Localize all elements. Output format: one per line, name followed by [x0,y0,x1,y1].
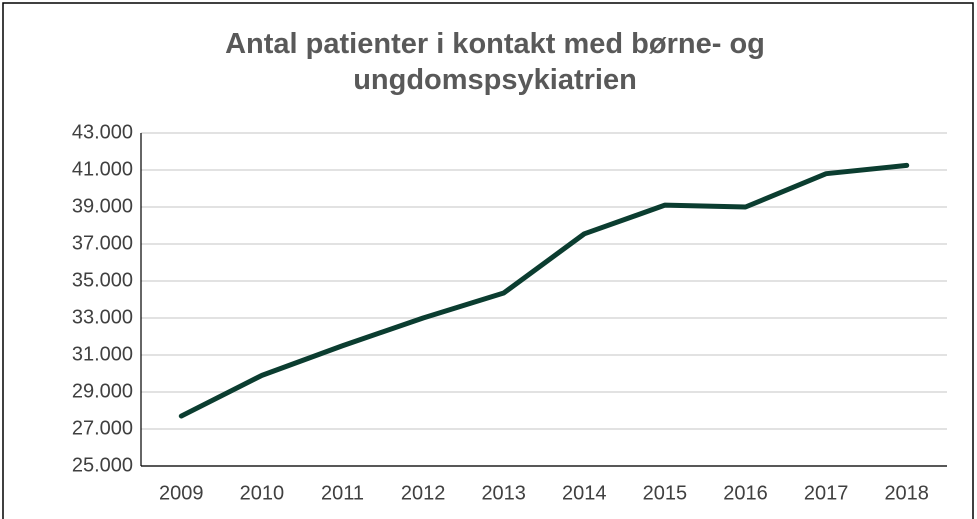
y-tick-label: 39.000 [72,195,133,217]
x-tick-label: 2014 [562,482,607,504]
y-tick-label: 41.000 [72,158,133,180]
y-tick-label: 27.000 [72,417,133,439]
y-tick-label: 43.000 [72,121,133,143]
x-tick-label: 2010 [240,482,285,504]
x-tick-label: 2015 [643,482,688,504]
x-tick-label: 2018 [884,482,929,504]
x-tick-label: 2016 [723,482,768,504]
y-tick-label: 31.000 [72,343,133,365]
x-tick-label: 2009 [159,482,204,504]
x-tick-label: 2012 [401,482,446,504]
y-tick-label: 33.000 [72,306,133,328]
x-tick-label: 2011 [321,482,364,504]
line [178,162,910,419]
y-tick-label: 29.000 [72,380,133,402]
x-tick-label: 2013 [481,482,526,504]
y-tick-label: 35.000 [72,269,133,291]
chart-title: Antal patienter i kontakt med børne- og … [225,28,765,96]
x-tick-label: 2017 [804,482,849,504]
y-tick-label: 37.000 [72,232,133,254]
y-tick-label: 25.000 [72,454,133,476]
